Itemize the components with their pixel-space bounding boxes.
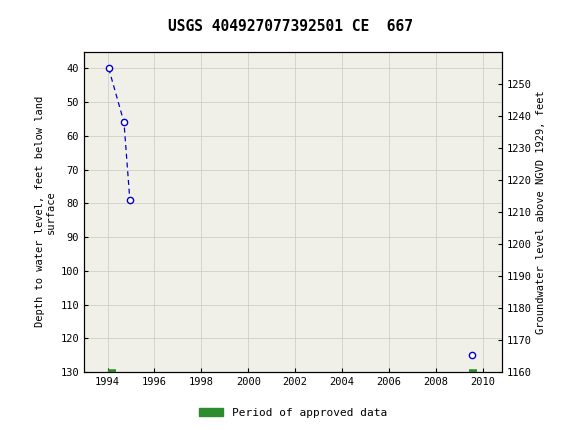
Text: ≡USGS: ≡USGS bbox=[9, 12, 55, 27]
Text: USGS 404927077392501 CE  667: USGS 404927077392501 CE 667 bbox=[168, 19, 412, 34]
Y-axis label: Groundwater level above NGVD 1929, feet: Groundwater level above NGVD 1929, feet bbox=[536, 90, 546, 334]
Legend: Period of approved data: Period of approved data bbox=[194, 404, 392, 422]
Y-axis label: Depth to water level, feet below land
surface: Depth to water level, feet below land su… bbox=[35, 96, 56, 327]
